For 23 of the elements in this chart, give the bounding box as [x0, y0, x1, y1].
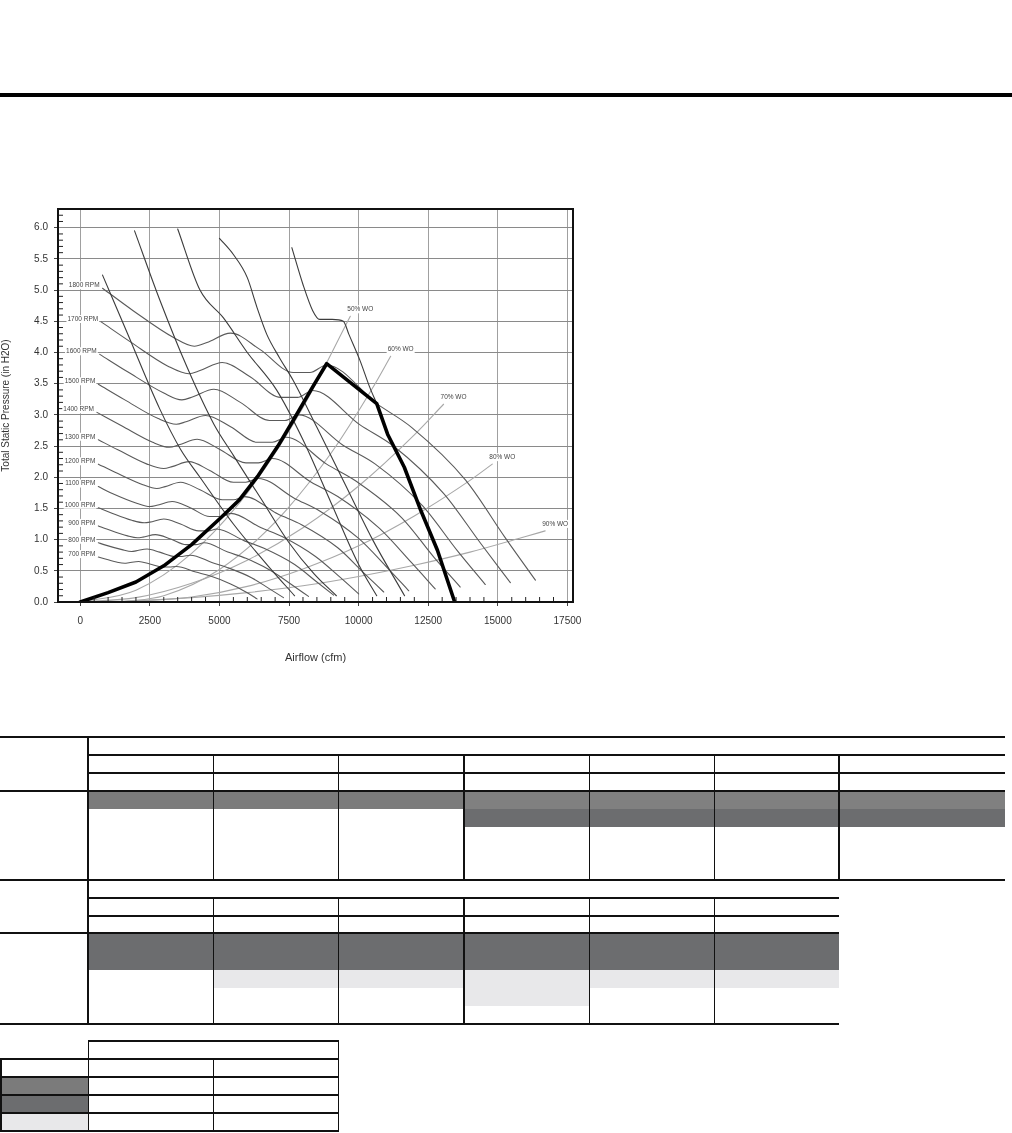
- y-tick-label: 5.5: [34, 252, 49, 264]
- x-axis-title: Airflow (cfm): [284, 651, 347, 664]
- x-tick-label: 12500: [414, 614, 443, 626]
- x-tick-label: 17500: [553, 614, 582, 626]
- y-tick-label: 0.5: [34, 564, 49, 576]
- x-tick-label: 10000: [344, 614, 373, 626]
- x-tick-label: 0: [77, 614, 84, 626]
- y-tick-label: 1.5: [34, 502, 49, 514]
- y-tick-label: 5.0: [34, 283, 49, 295]
- y-tick-label: 4.0: [34, 346, 49, 358]
- x-tick-label: 15000: [483, 614, 513, 626]
- y-tick-label: 2.5: [34, 439, 49, 451]
- y-tick-label: 3.0: [34, 408, 49, 420]
- x-tick-label: 5000: [208, 614, 232, 626]
- x-tick-label: 2500: [138, 614, 162, 626]
- x-tick-label: 7500: [277, 614, 301, 626]
- y-tick-label: 2.0: [34, 470, 49, 482]
- y-tick-label: 0.0: [34, 595, 49, 607]
- y-tick-label: 1.0: [34, 533, 49, 545]
- y-axis-title: Total Static Pressure (in H2O): [0, 339, 11, 472]
- y-tick-label: 3.5: [34, 377, 49, 389]
- y-tick-label: 6.0: [34, 221, 49, 233]
- y-tick-label: 4.5: [34, 315, 49, 327]
